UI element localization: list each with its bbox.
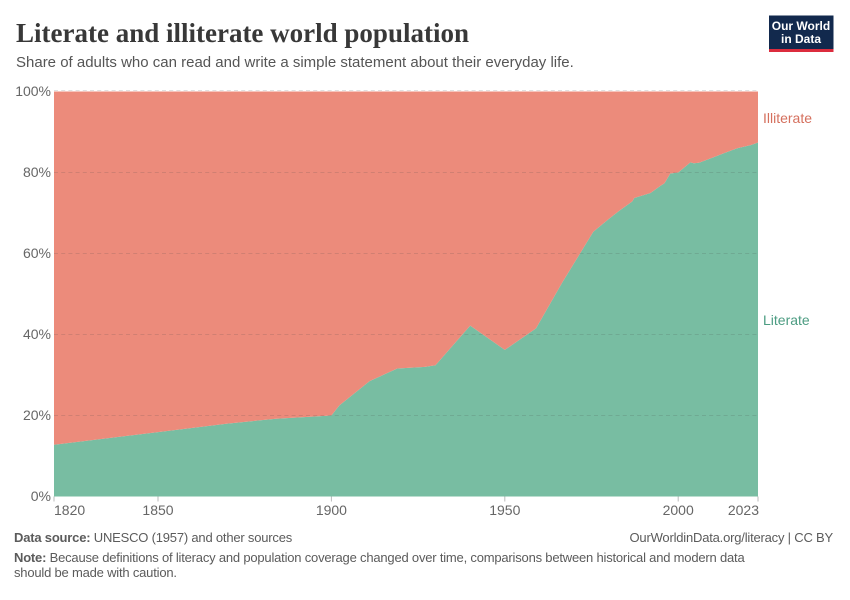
svg-text:Literate and illiterate world: Literate and illiterate world population: [16, 18, 469, 48]
svg-text:20%: 20%: [23, 407, 51, 423]
svg-text:1850: 1850: [142, 502, 173, 518]
svg-text:1950: 1950: [489, 502, 520, 518]
svg-text:in Data: in Data: [781, 32, 821, 46]
svg-text:80%: 80%: [23, 164, 51, 180]
svg-text:1900: 1900: [316, 502, 347, 518]
svg-text:60%: 60%: [23, 245, 51, 261]
svg-text:OurWorldinData.org/literacy |: OurWorldinData.org/literacy | CC BY: [630, 530, 834, 545]
svg-text:Our World: Our World: [772, 19, 830, 33]
svg-text:2000: 2000: [663, 502, 694, 518]
svg-text:1820: 1820: [54, 502, 85, 518]
svg-text:Literate: Literate: [763, 312, 810, 328]
svg-text:100%: 100%: [15, 83, 51, 99]
svg-text:Illiterate: Illiterate: [763, 110, 812, 126]
svg-text:should be made with caution.: should be made with caution.: [14, 565, 177, 580]
svg-text:2023: 2023: [728, 502, 759, 518]
svg-text:Share of adults who can read a: Share of adults who can read and write a…: [16, 54, 574, 71]
svg-text:Note: Because definitions of l: Note: Because definitions of literacy an…: [14, 550, 745, 565]
svg-text:40%: 40%: [23, 326, 51, 342]
svg-text:0%: 0%: [31, 488, 51, 504]
svg-text:Data source: UNESCO (1957) and: Data source: UNESCO (1957) and other sou…: [14, 530, 293, 545]
